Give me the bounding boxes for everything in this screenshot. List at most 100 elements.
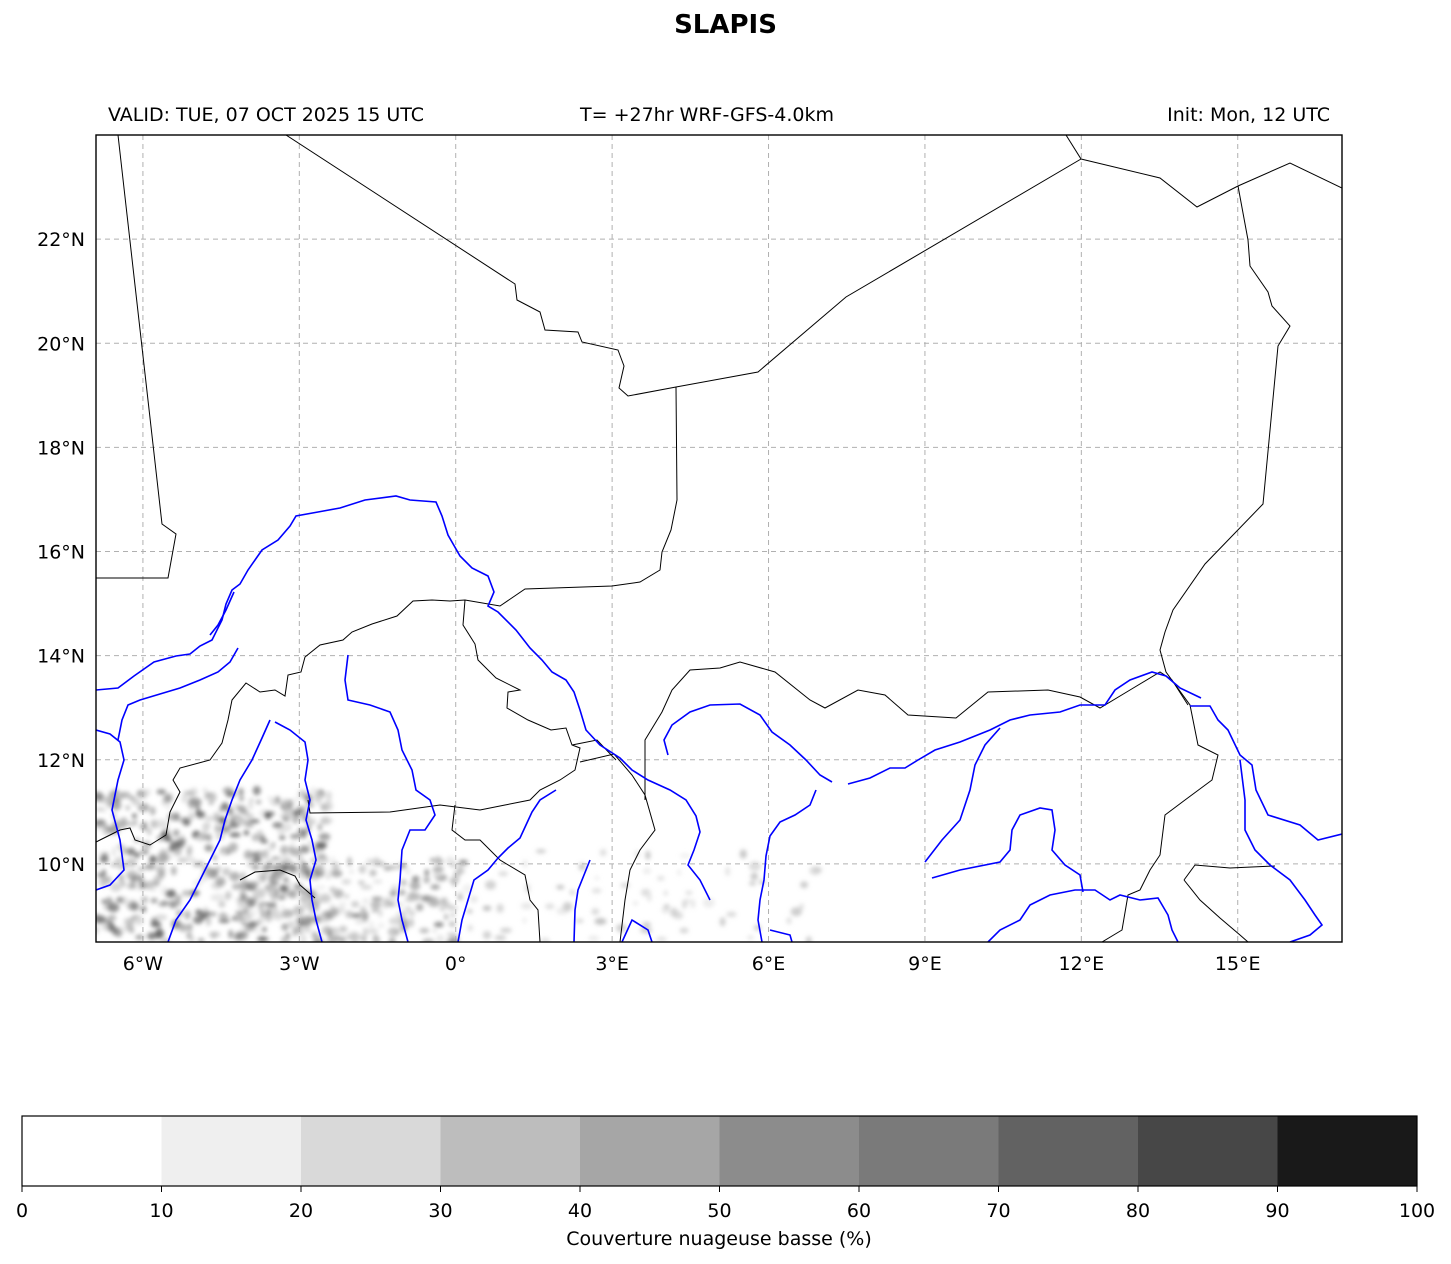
cloud-cell [412,893,422,901]
cloud-cell [138,880,146,890]
init-time-label: Init: Mon, 12 UTC [1167,104,1330,126]
cloud-cell [498,871,509,877]
cloud-cell [341,879,352,885]
cloud-cell [144,863,156,870]
cloud-cell [158,820,170,830]
cloud-cell [344,894,350,899]
cloud-cell [677,869,682,876]
cloud-cell [189,787,198,797]
cloud-cell [229,871,241,882]
cloud-cell [294,910,303,917]
cloud-cell [556,907,569,915]
cloud-cell [219,826,231,832]
cloud-cell [246,861,253,868]
cloud-cell [366,858,373,866]
cloud-cell [156,856,168,864]
cloud-cell [312,891,320,899]
cloud-cell [313,791,325,801]
cloud-cell [458,859,468,865]
cloud-cell [259,859,265,867]
lon-tick-label: 0° [445,953,467,975]
cloud-cell [155,914,168,921]
cloud-cell [231,916,237,921]
cloud-cell [388,917,400,925]
colorbar-tick-label: 30 [428,1200,452,1222]
cloud-cell [633,901,638,906]
cloud-cell [443,913,449,920]
cloud-cell [181,794,188,804]
cloud-cell [440,897,448,902]
cloud-cell [151,887,156,892]
cloud-cell [522,859,528,868]
cloud-cell [270,856,282,861]
cloud-cell [137,803,150,812]
colorbar-segment [859,1116,999,1186]
cloud-cell [179,925,190,932]
cloud-cell [247,801,254,810]
lon-tick-label: 9°E [908,953,942,975]
cloud-cell [289,833,302,840]
cloud-cell [292,861,298,867]
cloud-cell [280,854,291,859]
cloud-cell [450,912,456,918]
cloud-cell [262,849,269,860]
cloud-cell [329,907,339,917]
cloud-cell [578,862,586,871]
cloud-cell [371,908,380,913]
cloud-cell [96,861,101,868]
colorbar-tick-label: 20 [289,1200,313,1222]
longitude-ticks: 6°W 3°W 0° 3°E 6°E 9°E 12°E 15°E [123,953,1261,975]
cloud-cell [439,905,446,912]
cloud-cell [679,853,691,859]
cloud-cell [138,866,146,872]
cloud-cell [642,922,652,927]
cloud-cell [174,812,180,822]
cloud-cell [321,838,330,844]
cloud-cell [123,917,134,925]
colorbar-tick-label: 50 [707,1200,731,1222]
cloud-cell [569,889,575,896]
colorbar-segment [998,1116,1139,1186]
cloud-cell [144,880,154,890]
cloud-cell [387,927,400,937]
cloud-cell [176,909,183,918]
cloud-cell [422,938,435,942]
lat-tick-label: 22°N [37,229,85,251]
cloud-cell [216,865,221,872]
cloud-cell [357,934,365,941]
cloud-cell [229,832,241,838]
cloud-cell [520,902,533,910]
cloud-cell [147,932,157,940]
cloud-cell [456,864,462,873]
cloud-cell [556,885,565,890]
cloud-cell [367,928,379,934]
cloud-cell [390,897,398,903]
cloud-cell [314,884,326,891]
cloud-cell [188,812,195,821]
cloud-cell [591,908,600,915]
cloud-cell [382,902,389,909]
cloud-cell [185,858,197,863]
model-run-label: T= +27hr WRF-GFS-4.0km [580,104,834,126]
cloud-cell [267,843,276,852]
cloud-cell [130,875,136,882]
cloud-cell [154,928,164,939]
cloud-cell [416,903,424,912]
cloud-cell [186,932,192,940]
cloud-cell [197,938,205,942]
lat-tick-label: 20°N [37,333,85,355]
cloud-cell [283,876,289,883]
cloud-cell [309,858,319,863]
cloud-cell [439,901,451,906]
latitude-ticks: 22°N 20°N 18°N 16°N 14°N 12°N 10°N [37,229,85,876]
cloud-cell [279,859,289,865]
cloud-cell [275,795,280,804]
cloud-cell [411,875,420,882]
cloud-cell [430,884,441,890]
cloud-cell [157,921,162,930]
cloud-cell [248,881,259,886]
cloud-cell [225,787,230,795]
lon-tick-label: 6°E [752,953,786,975]
lat-tick-label: 10°N [37,854,85,876]
cloud-cell [249,798,254,803]
